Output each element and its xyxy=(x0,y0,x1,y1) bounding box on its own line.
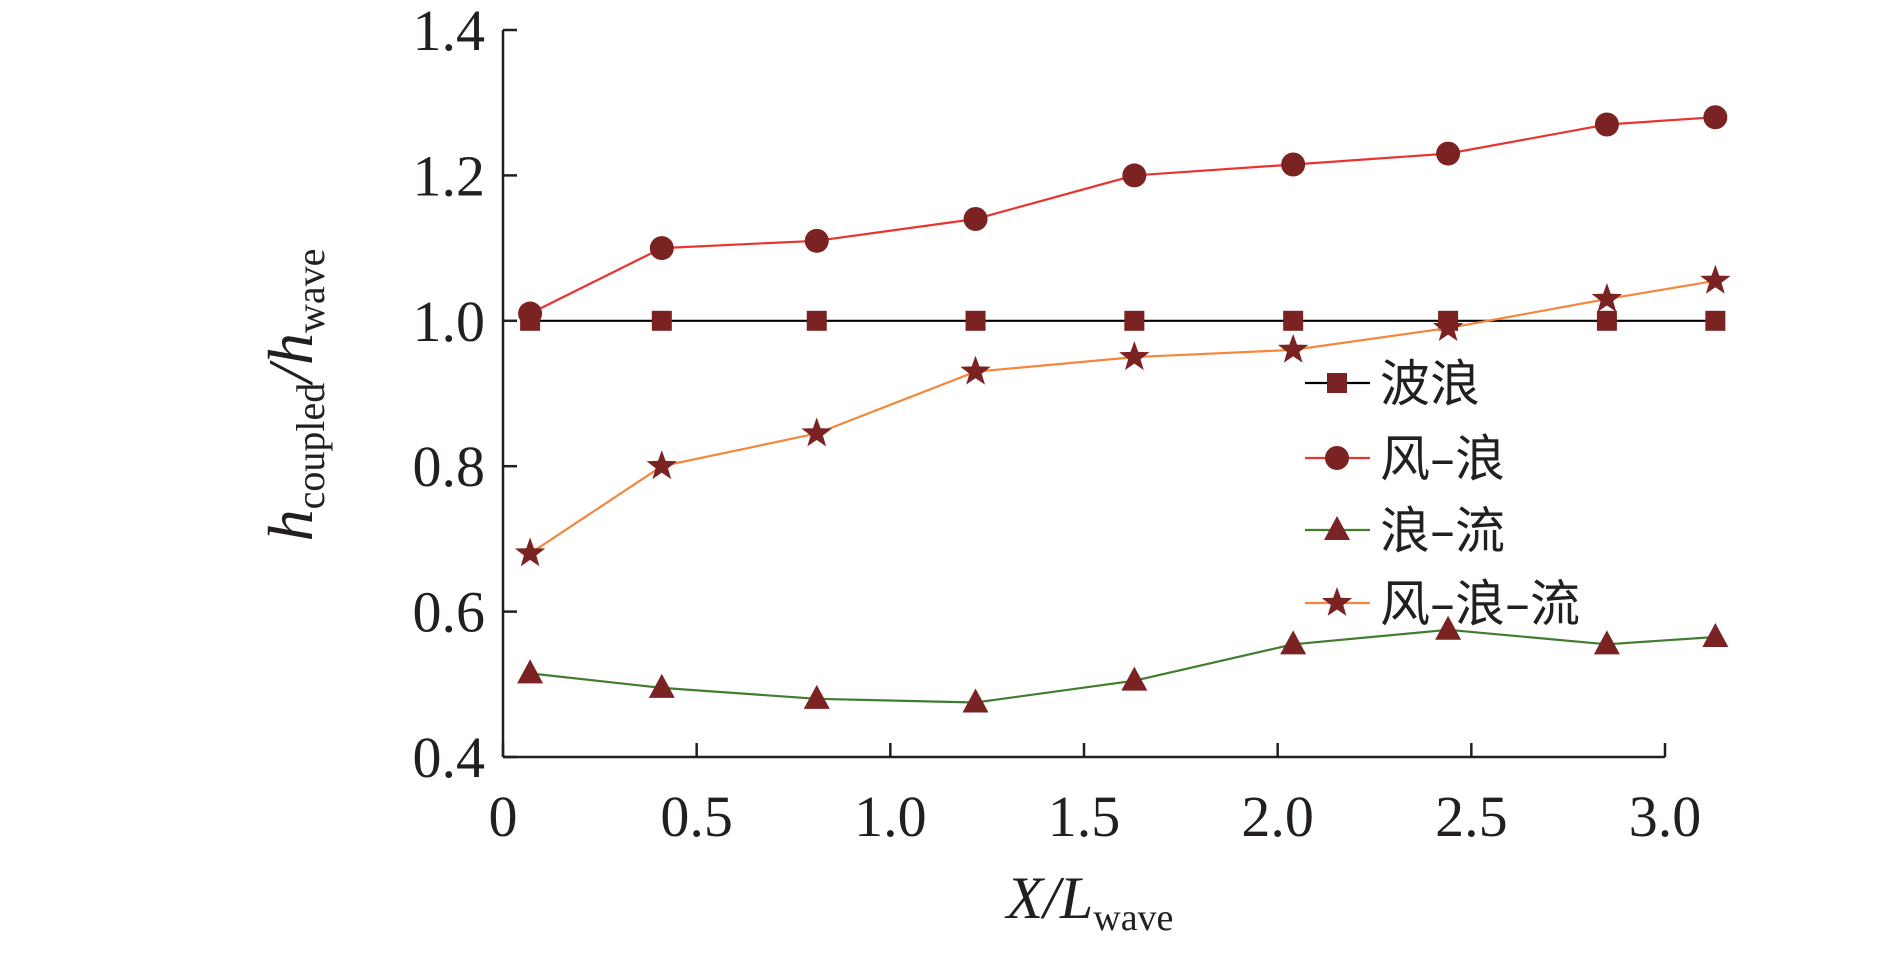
legend-item: 浪–流 xyxy=(1305,502,1505,560)
y-tick-label: 0.6 xyxy=(413,580,486,645)
series-circle xyxy=(518,105,1728,326)
legend: 波浪风–浪浪–流风–浪–流 xyxy=(1305,355,1580,633)
y-tick-label: 0.8 xyxy=(413,434,486,499)
y-axis-title-sub2: wave xyxy=(288,249,333,333)
y-axis-title: hcoupled/hwave xyxy=(255,249,333,542)
axes: 0 0.5 1.0 1.5 2.0 2.5 3.0 0.4 0.6 0.8 1.0 1.2 1.4 xyxy=(413,0,1702,849)
x-tick-label: 0.5 xyxy=(660,784,733,849)
x-axis-title-main: X/L xyxy=(1005,865,1094,931)
data-point xyxy=(960,355,991,385)
x-tick-label: 2.0 xyxy=(1241,784,1314,849)
data-point xyxy=(646,450,677,480)
y-tick-label: 1.0 xyxy=(413,289,486,354)
data-point xyxy=(1281,152,1306,177)
legend-label: 风–浪 xyxy=(1380,430,1505,488)
data-point xyxy=(1700,264,1731,294)
legend-label: 浪–流 xyxy=(1380,502,1505,560)
data-point xyxy=(1283,310,1304,331)
data-point xyxy=(963,207,988,232)
data-point xyxy=(1280,630,1307,655)
series-triangle xyxy=(517,615,1729,713)
data-point xyxy=(517,659,544,684)
y-axis-title-sep: /h xyxy=(255,333,326,386)
x-tick-label: 0 xyxy=(489,784,518,849)
y-tick-label: 1.4 xyxy=(413,0,486,63)
series-layer xyxy=(514,105,1731,713)
data-point xyxy=(804,228,829,253)
y-axis-title-sub: coupled xyxy=(288,383,333,510)
data-point xyxy=(1124,310,1145,331)
data-point xyxy=(1596,310,1617,331)
data-point xyxy=(648,673,675,698)
data-point xyxy=(1436,141,1461,166)
legend-label: 波浪 xyxy=(1380,355,1480,413)
x-tick-label: 1.0 xyxy=(854,784,927,849)
data-point xyxy=(1121,666,1148,691)
series-star xyxy=(514,264,1731,567)
data-point xyxy=(514,537,546,567)
legend-item: 波浪 xyxy=(1305,355,1480,413)
legend-marker xyxy=(1321,587,1353,616)
data-point xyxy=(1705,310,1726,331)
legend-item: 风–浪–流 xyxy=(1305,575,1580,633)
y-tick-label: 0.4 xyxy=(413,725,486,790)
data-point xyxy=(1277,333,1309,363)
data-point xyxy=(651,310,672,331)
data-point xyxy=(1593,630,1620,655)
data-point xyxy=(1119,341,1150,371)
x-tick-label: 2.5 xyxy=(1435,784,1508,849)
data-point xyxy=(965,310,986,331)
data-point xyxy=(1122,163,1147,188)
legend-item: 风–浪 xyxy=(1305,430,1505,488)
data-point xyxy=(518,301,543,326)
series-square xyxy=(520,310,1726,331)
series-line xyxy=(529,116,1716,315)
y-axis-title-main: h xyxy=(255,509,326,541)
data-point xyxy=(1594,112,1619,137)
legend-marker xyxy=(1325,446,1349,470)
data-point xyxy=(801,417,832,447)
legend-marker xyxy=(1324,516,1350,540)
data-point xyxy=(1591,283,1623,312)
data-point xyxy=(962,688,989,713)
data-point xyxy=(1702,623,1729,648)
x-axis-title: X/Lwave xyxy=(1005,865,1174,939)
y-tick-label: 1.2 xyxy=(413,143,486,208)
data-point xyxy=(806,310,827,331)
x-tick-label: 1.5 xyxy=(1048,784,1121,849)
data-point xyxy=(1432,312,1464,341)
series-line xyxy=(529,628,1716,704)
x-tick-label: 3.0 xyxy=(1629,784,1702,849)
legend-label: 风–浪–流 xyxy=(1380,575,1580,633)
legend-marker xyxy=(1327,373,1347,393)
data-point xyxy=(649,236,674,261)
data-point xyxy=(803,684,830,709)
data-point xyxy=(1703,105,1728,130)
data-point xyxy=(1435,615,1462,640)
x-axis-title-sub: wave xyxy=(1093,897,1173,939)
